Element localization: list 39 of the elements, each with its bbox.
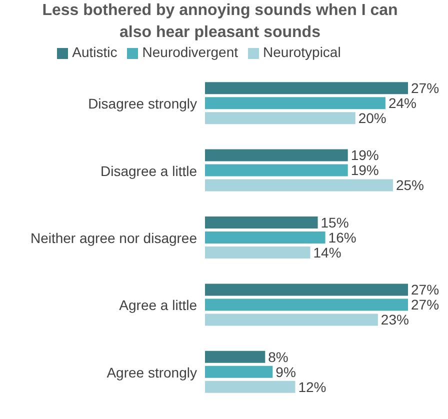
bar — [205, 284, 408, 296]
bar — [205, 164, 348, 176]
bar — [205, 112, 356, 124]
legend-label: Neurotypical — [263, 44, 341, 60]
data-label: 27% — [411, 80, 440, 96]
y-tick-label: Disagree a little — [100, 162, 198, 179]
data-label: 27% — [411, 282, 440, 298]
data-label: 8% — [268, 348, 288, 365]
data-label: 25% — [396, 177, 424, 194]
bar — [205, 97, 386, 110]
bar — [205, 350, 266, 363]
data-label: 12% — [298, 378, 326, 395]
data-label: 24% — [388, 94, 416, 111]
y-tick-label: Agree strongly — [106, 364, 197, 380]
bar — [205, 179, 393, 192]
bar — [205, 298, 408, 311]
bar — [205, 82, 408, 94]
bar — [205, 380, 296, 393]
bar — [205, 231, 326, 244]
bar — [205, 314, 378, 326]
chart-title: Less bothered by annoying sounds when I can also hear pleasant sounds — [41, 1, 399, 43]
bar — [205, 366, 273, 378]
y-tick-label: Agree a little — [119, 297, 198, 314]
legend-label: Autistic — [72, 44, 118, 60]
y-tick-label: Neither agree nor disagree — [30, 230, 198, 246]
y-tick-label: Disagree strongly — [88, 96, 197, 112]
data-label: 19% — [350, 147, 379, 164]
data-label: 14% — [313, 244, 342, 260]
data-label: 20% — [358, 110, 386, 126]
bar — [205, 246, 310, 258]
data-label: 15% — [320, 214, 349, 230]
data-label: 27% — [411, 296, 440, 313]
data-label: 19% — [350, 162, 379, 178]
data-label: 23% — [380, 312, 409, 328]
data-label: 9% — [276, 364, 296, 380]
bar — [205, 149, 348, 162]
bar — [205, 216, 318, 228]
legend-label: Neurodivergent — [142, 44, 238, 60]
data-label: 16% — [328, 229, 356, 246]
